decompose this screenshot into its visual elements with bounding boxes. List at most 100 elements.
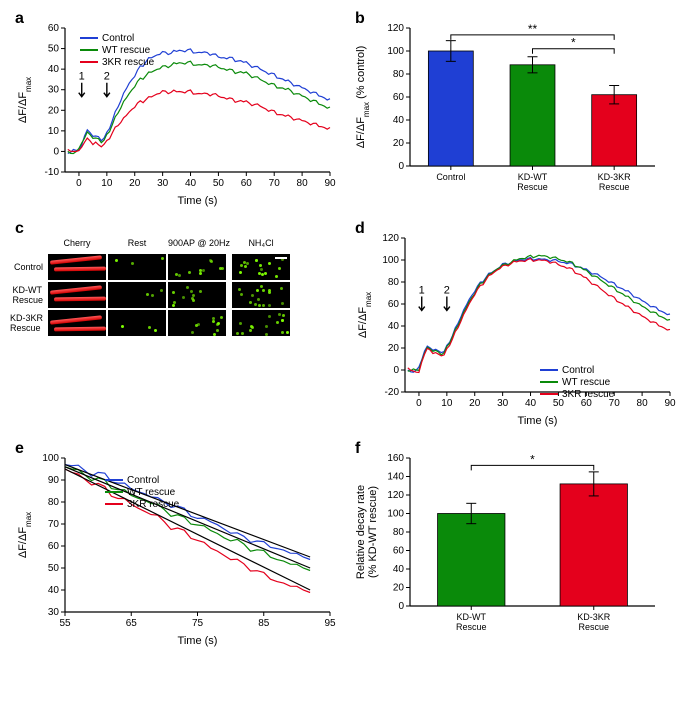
svg-text:Rescue: Rescue bbox=[517, 182, 548, 192]
svg-text:2: 2 bbox=[104, 71, 110, 83]
svg-text:60: 60 bbox=[241, 178, 253, 189]
svg-text:40: 40 bbox=[393, 564, 405, 575]
panel-e: e 556575859530405060708090100Time (s)ΔF/… bbox=[10, 440, 340, 650]
svg-text:120: 120 bbox=[387, 490, 404, 501]
svg-text:ΔF/ΔFmax: ΔF/ΔFmax bbox=[17, 512, 33, 558]
svg-text:Time (s): Time (s) bbox=[518, 415, 558, 427]
svg-text:70: 70 bbox=[48, 519, 60, 530]
svg-text:ΔF/ΔFmax: ΔF/ΔFmax bbox=[357, 292, 373, 338]
svg-text:40: 40 bbox=[393, 115, 405, 126]
panel-e-chart: 556575859530405060708090100Time (s)ΔF/ΔF… bbox=[10, 440, 340, 650]
svg-text:60: 60 bbox=[48, 541, 60, 552]
panel-b-label: b bbox=[355, 10, 365, 28]
svg-text:140: 140 bbox=[387, 472, 404, 483]
svg-text:Control: Control bbox=[436, 172, 465, 182]
svg-text:100: 100 bbox=[387, 46, 404, 57]
svg-text:20: 20 bbox=[393, 138, 405, 149]
svg-text:0: 0 bbox=[76, 178, 82, 189]
svg-text:55: 55 bbox=[59, 618, 71, 629]
svg-text:40: 40 bbox=[185, 178, 197, 189]
svg-text:KD-3KR: KD-3KR bbox=[598, 172, 632, 182]
svg-text:-20: -20 bbox=[385, 387, 400, 398]
svg-text:80: 80 bbox=[393, 69, 405, 80]
panel-e-label: e bbox=[15, 440, 24, 458]
svg-text:80: 80 bbox=[388, 277, 400, 288]
svg-text:WT rescue: WT rescue bbox=[127, 487, 176, 498]
svg-text:Rescue: Rescue bbox=[456, 622, 487, 632]
panel-a: a 0102030405060708090-100102030405060Tim… bbox=[10, 10, 340, 210]
svg-text:Time (s): Time (s) bbox=[178, 635, 218, 647]
svg-text:(% KD-WT rescue): (% KD-WT rescue) bbox=[367, 486, 379, 578]
svg-text:3KR rescue: 3KR rescue bbox=[102, 57, 155, 68]
svg-text:30: 30 bbox=[48, 607, 60, 618]
svg-text:120: 120 bbox=[382, 233, 399, 244]
svg-text:20: 20 bbox=[129, 178, 141, 189]
svg-text:80: 80 bbox=[297, 178, 309, 189]
svg-text:WT rescue: WT rescue bbox=[102, 45, 151, 56]
svg-text:80: 80 bbox=[637, 398, 649, 409]
svg-text:50: 50 bbox=[48, 44, 60, 55]
panel-f: f 0 20 40 60 80 100 120 140 160 Relative decay ra… bbox=[350, 440, 680, 650]
panel-d-label: d bbox=[355, 220, 365, 238]
svg-text:80: 80 bbox=[48, 497, 60, 508]
svg-text:20: 20 bbox=[48, 105, 60, 116]
svg-text:10: 10 bbox=[441, 398, 453, 409]
svg-text:10: 10 bbox=[101, 178, 113, 189]
svg-text:75: 75 bbox=[192, 618, 204, 629]
svg-text:60: 60 bbox=[393, 546, 405, 557]
svg-text:Rescue: Rescue bbox=[599, 182, 630, 192]
svg-text:80: 80 bbox=[393, 527, 405, 538]
svg-text:65: 65 bbox=[126, 618, 138, 629]
svg-text:90: 90 bbox=[48, 475, 60, 486]
panel-a-label: a bbox=[15, 10, 24, 28]
panel-f-chart: 0 20 40 60 80 100 120 140 160 Relative decay rate… bbox=[350, 440, 670, 650]
svg-text:160: 160 bbox=[387, 453, 404, 464]
svg-text:95: 95 bbox=[324, 618, 336, 629]
svg-text:Control: Control bbox=[127, 475, 159, 486]
svg-text:20: 20 bbox=[469, 398, 481, 409]
svg-text:50: 50 bbox=[48, 563, 60, 574]
svg-text:85: 85 bbox=[258, 618, 270, 629]
panel-c: c ControlKD-WT RescueKD-3KR RescueCherry… bbox=[10, 220, 340, 430]
svg-text:WT rescue: WT rescue bbox=[562, 377, 611, 388]
svg-text:0: 0 bbox=[416, 398, 422, 409]
svg-text:Relative decay rate: Relative decay rate bbox=[355, 485, 367, 579]
figure: a 0102030405060708090-100102030405060Tim… bbox=[10, 10, 675, 650]
svg-text:120: 120 bbox=[387, 23, 404, 34]
svg-text:KD-WT: KD-WT bbox=[457, 612, 487, 622]
svg-text:20: 20 bbox=[393, 583, 405, 594]
svg-text:2: 2 bbox=[444, 285, 450, 297]
svg-text:*: * bbox=[530, 452, 535, 466]
svg-text:40: 40 bbox=[48, 64, 60, 75]
svg-text:40: 40 bbox=[525, 398, 537, 409]
svg-text:90: 90 bbox=[324, 178, 336, 189]
svg-text:70: 70 bbox=[269, 178, 281, 189]
panel-b-chart: 020406080100120ΔF/ΔFmaxControlKD-WTRescu… bbox=[350, 10, 670, 210]
svg-text:Rescue: Rescue bbox=[578, 622, 609, 632]
svg-text:3KR rescue: 3KR rescue bbox=[562, 389, 615, 400]
svg-text:-10: -10 bbox=[45, 167, 60, 178]
svg-text:Time (s): Time (s) bbox=[178, 195, 218, 207]
svg-text:3KR rescue: 3KR rescue bbox=[127, 499, 180, 510]
svg-text:30: 30 bbox=[497, 398, 509, 409]
panel-c-label: c bbox=[15, 220, 24, 238]
svg-text:0: 0 bbox=[398, 601, 404, 612]
svg-text:60: 60 bbox=[388, 299, 400, 310]
panel-d-chart: 0102030405060708090-20020406080100120Tim… bbox=[350, 220, 680, 430]
svg-text:KD-3KR: KD-3KR bbox=[577, 612, 611, 622]
svg-text:20: 20 bbox=[388, 343, 400, 354]
panel-f-label: f bbox=[355, 440, 360, 458]
svg-text:0: 0 bbox=[398, 161, 404, 172]
svg-text:ΔF/ΔFmax: ΔF/ΔFmax bbox=[17, 77, 33, 123]
svg-text:Control: Control bbox=[562, 365, 594, 376]
svg-text:0: 0 bbox=[53, 146, 59, 157]
svg-text:30: 30 bbox=[48, 85, 60, 96]
svg-text:*: * bbox=[571, 36, 576, 50]
svg-text:60: 60 bbox=[393, 92, 405, 103]
svg-text:50: 50 bbox=[213, 178, 225, 189]
panel-c-micrographs: ControlKD-WT RescueKD-3KR RescueCherryRe… bbox=[10, 220, 340, 336]
svg-text:100: 100 bbox=[387, 509, 404, 520]
svg-text:100: 100 bbox=[382, 255, 399, 266]
svg-text:0: 0 bbox=[393, 365, 399, 376]
svg-text:10: 10 bbox=[48, 126, 60, 137]
